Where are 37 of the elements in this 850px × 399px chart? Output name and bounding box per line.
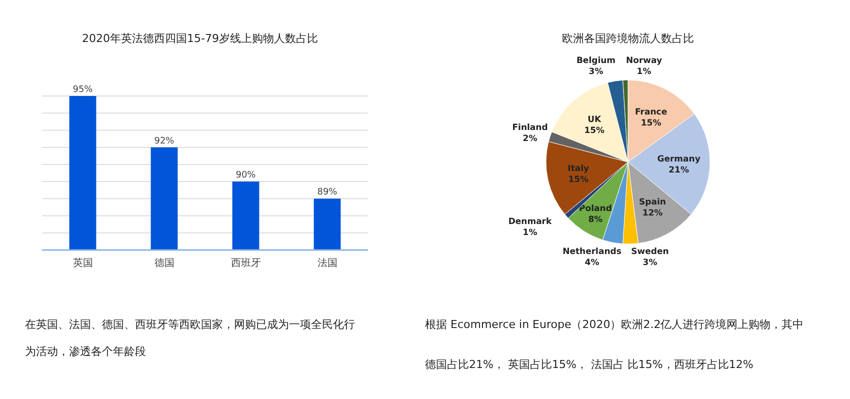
- slice-label: Germany: [657, 154, 701, 165]
- slice-label: Denmark: [508, 217, 552, 227]
- data-label: 1%: [522, 228, 538, 238]
- slice-label: Netherlands: [562, 247, 622, 257]
- slice-label: Sweden: [631, 247, 669, 257]
- x-tick-label: 法国: [317, 257, 338, 269]
- slice-label: Finland: [512, 123, 548, 133]
- slice-label: Poland: [579, 204, 612, 214]
- slice-label: UK: [588, 114, 602, 125]
- data-label: 3%: [642, 258, 658, 268]
- chart-title: 2020年英法德西四国15-79岁线上购物人数占比: [82, 32, 318, 45]
- data-label: 15%: [640, 118, 662, 129]
- text: 德国占比21%， 英国占比15%， 法国占 比15%，西班牙占比12%: [425, 358, 754, 371]
- text: 在英国、法国、德国、西班牙等西欧国家，网购已成为一项全民化行为活动，渗透各个年龄段: [25, 318, 355, 358]
- data-label: 12%: [642, 208, 664, 219]
- data-label: 92%: [154, 136, 175, 146]
- data-label: 89%: [317, 188, 338, 198]
- x-tick-label: 英国: [72, 257, 93, 269]
- data-label: 8%: [588, 215, 604, 226]
- slice-label: France: [635, 108, 668, 118]
- text: 根据 Ecommerce in Europe（2020）欧洲2.2亿人进行跨境网上购物，其中: [425, 318, 804, 331]
- slice-label: Belgium: [576, 56, 616, 66]
- data-label: 95%: [72, 85, 94, 95]
- data-label: 2%: [522, 134, 538, 144]
- data-label: 3%: [588, 67, 604, 77]
- data-label: 15%: [584, 126, 606, 136]
- chart-title: 欧洲各国跨境物流人数占比: [562, 32, 694, 45]
- data-label: 4%: [584, 258, 600, 268]
- x-tick-label: 西班牙: [230, 257, 261, 269]
- slice-label: Italy: [568, 164, 590, 174]
- slice-label: Spain: [639, 198, 666, 208]
- slice-label: Norway: [626, 56, 662, 66]
- data-label: 90%: [236, 170, 256, 181]
- data-label: 15%: [568, 175, 590, 186]
- x-tick-label: 德国: [154, 258, 174, 269]
- data-label: 1%: [636, 67, 652, 77]
- data-label: 21%: [668, 166, 690, 176]
